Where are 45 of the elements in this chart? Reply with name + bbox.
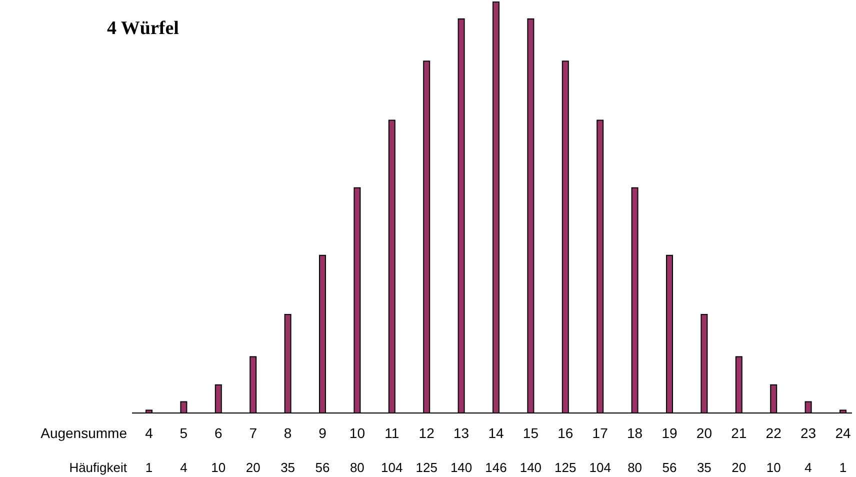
x-tick-label: 13 (454, 425, 470, 441)
data-label: 80 (628, 460, 642, 475)
y-axis-title: Häufigkeit (69, 460, 128, 475)
data-label: 10 (211, 460, 226, 475)
x-tick-label: 24 (835, 425, 851, 441)
x-tick-label: 7 (249, 425, 258, 441)
data-label: 140 (520, 460, 542, 475)
x-tick-label: 14 (488, 425, 504, 441)
data-label: 140 (450, 460, 472, 475)
data-label: 80 (350, 460, 364, 475)
x-tick-label: 23 (800, 425, 816, 441)
x-tick-label: 12 (418, 425, 435, 441)
x-tick-label: 11 (384, 425, 400, 441)
data-label: 125 (416, 460, 438, 475)
x-tick-label: 19 (662, 425, 678, 441)
data-label: 35 (696, 460, 712, 475)
data-label: 104 (381, 460, 403, 475)
data-label: 1 (839, 460, 847, 475)
data-label: 56 (315, 460, 330, 475)
data-label: 146 (485, 460, 507, 475)
data-label: 20 (732, 460, 746, 475)
x-tick-label: 22 (766, 425, 782, 441)
x-tick-label: 16 (558, 425, 574, 441)
data-label: 10 (766, 460, 781, 475)
x-tick-label: 15 (522, 425, 539, 441)
data-label: 125 (554, 460, 576, 475)
x-tick-label: 21 (731, 425, 747, 441)
x-tick-label: 4 (145, 425, 154, 441)
data-label: 104 (589, 460, 611, 475)
x-tick-label: 5 (180, 425, 188, 441)
x-axis-title: Augensumme (40, 425, 128, 441)
data-label: 4 (804, 460, 812, 475)
data-label: 4 (180, 460, 188, 475)
data-label: 56 (662, 460, 677, 475)
x-tick-label: 9 (318, 425, 327, 441)
x-tick-label: 17 (592, 425, 608, 441)
x-tick-label: 18 (627, 425, 643, 441)
data-label: 20 (246, 460, 260, 475)
x-tick-label: 20 (696, 425, 712, 441)
text: 4 Würfel (107, 18, 179, 39)
data-label: 35 (280, 460, 296, 475)
x-tick-label: 6 (214, 425, 222, 441)
x-tick-label: 8 (284, 425, 292, 441)
x-tick-label: 10 (349, 425, 366, 441)
data-label: 1 (145, 460, 153, 475)
